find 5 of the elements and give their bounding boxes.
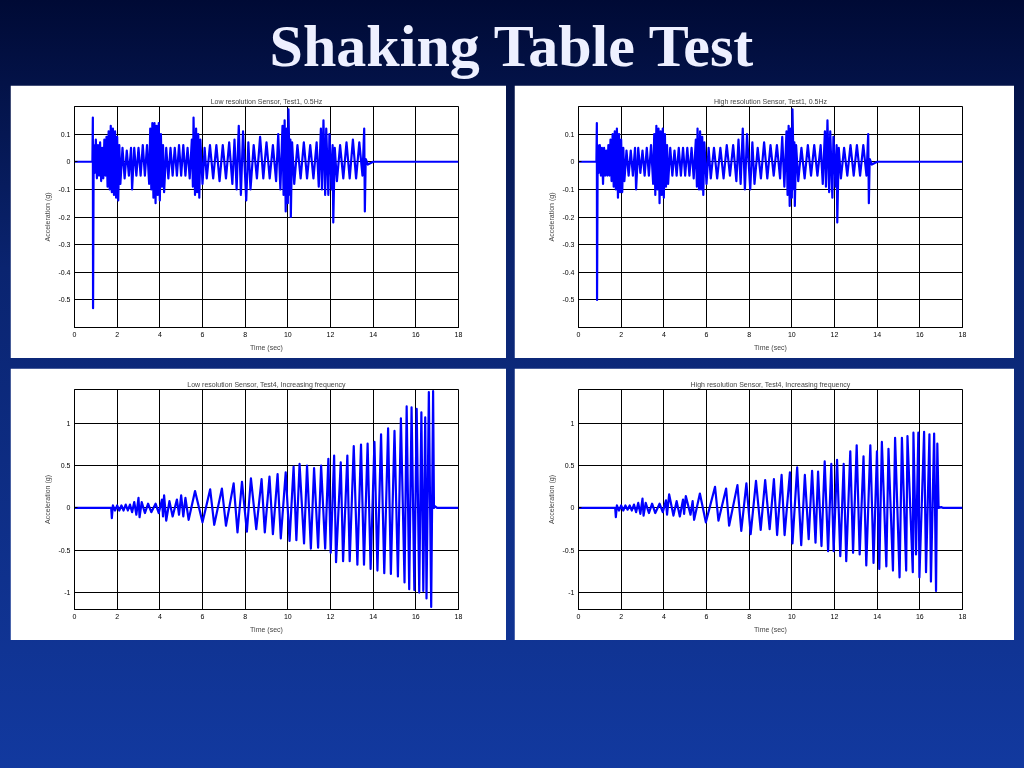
line-series [578,108,963,301]
line-series [74,390,459,609]
text: Shaking Table Test [269,12,754,79]
line-series [74,108,459,310]
line-series [578,430,963,592]
